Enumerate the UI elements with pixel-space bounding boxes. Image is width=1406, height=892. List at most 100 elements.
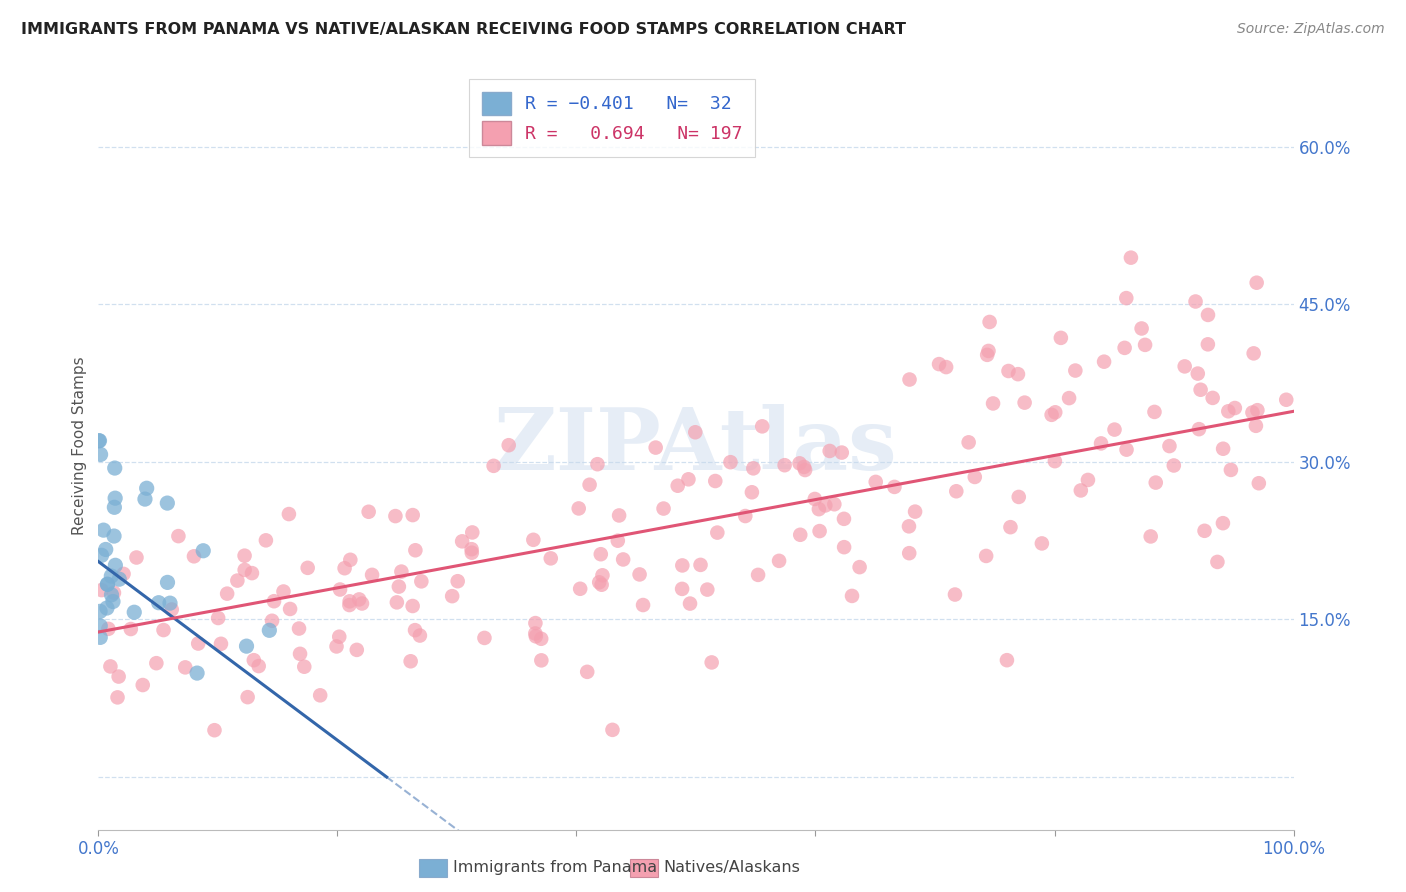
Point	[530, 653, 553, 667]
Point	[1133, 338, 1156, 352]
Point	[411, 574, 433, 589]
Point	[1246, 276, 1268, 290]
Point	[1219, 463, 1241, 477]
Point	[700, 656, 723, 670]
Point	[979, 315, 1001, 329]
Point	[1130, 321, 1153, 335]
Point	[568, 501, 591, 516]
Point	[793, 459, 815, 474]
Point	[1206, 555, 1229, 569]
Point	[678, 472, 700, 486]
Point	[1057, 391, 1080, 405]
Point	[384, 509, 406, 524]
Point	[808, 524, 831, 538]
Point	[706, 525, 728, 540]
Point	[209, 637, 232, 651]
Point	[1197, 308, 1219, 322]
Point	[586, 457, 609, 471]
Y-axis label: Receiving Food Stamps: Receiving Food Stamps	[72, 357, 87, 535]
Point	[588, 575, 610, 590]
Point	[652, 501, 675, 516]
Point	[112, 566, 135, 581]
Point	[277, 507, 299, 521]
Point	[90, 583, 112, 598]
Point	[995, 653, 1018, 667]
Point	[1163, 458, 1185, 473]
Point	[401, 599, 423, 613]
Point	[498, 438, 520, 452]
Point	[145, 656, 167, 670]
Point	[644, 441, 666, 455]
Point	[346, 643, 368, 657]
Point	[339, 594, 361, 608]
Point	[89, 434, 111, 448]
Point	[1174, 359, 1197, 374]
Point	[789, 528, 811, 542]
Point	[720, 455, 742, 469]
Point	[474, 631, 496, 645]
Point	[1031, 536, 1053, 550]
Text: Source: ZipAtlas.com: Source: ZipAtlas.com	[1237, 22, 1385, 37]
Point	[90, 549, 112, 563]
Point	[404, 543, 426, 558]
Point	[357, 505, 380, 519]
Point	[606, 533, 628, 548]
Point	[217, 587, 239, 601]
Point	[385, 595, 408, 609]
Point	[292, 659, 315, 673]
Point	[247, 659, 270, 673]
Point	[148, 596, 170, 610]
Point	[125, 550, 148, 565]
Point	[186, 666, 208, 681]
Point	[273, 584, 295, 599]
Point	[818, 444, 841, 458]
Point	[89, 604, 111, 618]
Point	[187, 636, 209, 650]
Point	[152, 623, 174, 637]
Point	[671, 582, 693, 596]
Point	[524, 626, 547, 640]
Point	[898, 546, 921, 560]
Point	[309, 689, 332, 703]
Point	[288, 647, 311, 661]
Point	[1201, 391, 1223, 405]
Point	[278, 602, 301, 616]
Point	[1244, 418, 1267, 433]
Point	[233, 549, 256, 563]
Point	[1212, 442, 1234, 456]
Point	[789, 456, 811, 470]
Legend: R = −0.401   N=  32, R =   0.694   N= 197: R = −0.401 N= 32, R = 0.694 N= 197	[470, 79, 755, 157]
Point	[666, 479, 689, 493]
Point	[631, 598, 654, 612]
Point	[741, 485, 763, 500]
Point	[1197, 337, 1219, 351]
Point	[576, 665, 599, 679]
Point	[120, 622, 142, 636]
Point	[1218, 404, 1240, 418]
Point	[607, 508, 630, 523]
Point	[87, 434, 110, 448]
Point	[897, 519, 920, 533]
Point	[1188, 422, 1211, 436]
Point	[288, 622, 311, 636]
Point	[96, 577, 118, 591]
Point	[204, 723, 226, 738]
Point	[804, 491, 827, 506]
Point	[399, 654, 422, 668]
Point	[263, 594, 285, 608]
Point	[89, 619, 111, 633]
Point	[832, 512, 855, 526]
Point	[848, 560, 870, 574]
Point	[100, 569, 122, 583]
Point	[578, 477, 600, 491]
Point	[530, 632, 553, 646]
Point	[1119, 251, 1142, 265]
Point	[1070, 483, 1092, 498]
Point	[96, 577, 118, 591]
Point	[977, 343, 1000, 358]
Point	[1212, 516, 1234, 531]
Point	[350, 597, 373, 611]
Point	[1092, 354, 1115, 368]
Point	[1115, 442, 1137, 457]
Point	[260, 614, 283, 628]
